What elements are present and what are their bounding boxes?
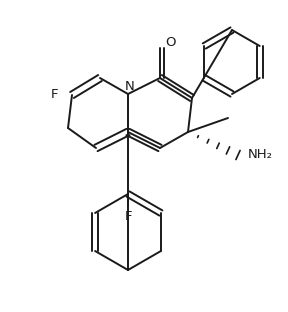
Text: F: F — [50, 89, 58, 101]
Text: N: N — [125, 80, 135, 92]
Text: O: O — [165, 36, 175, 48]
Text: NH₂: NH₂ — [247, 149, 272, 162]
Text: F: F — [124, 209, 132, 222]
